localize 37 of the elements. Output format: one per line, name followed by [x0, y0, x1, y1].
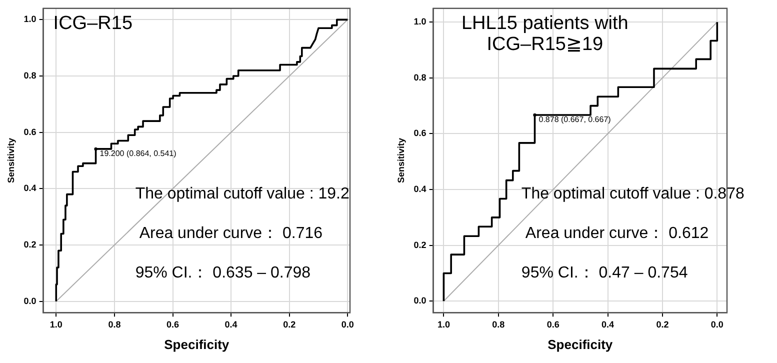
y-axis-title: Sensitivity [6, 138, 16, 184]
x-axis-title: Specificity [548, 336, 614, 352]
y-tick-label: 0.2 [24, 239, 36, 250]
annotation: 95% CI.： 0.47 – 0.754 [521, 264, 688, 282]
annotation: 0.878 (0.667, 0.667) [538, 115, 612, 124]
x-tick-label: 0.2 [656, 319, 669, 330]
y-tick-label: 0.0 [414, 296, 426, 306]
y-tick-label: 0.6 [24, 126, 36, 137]
x-tick-label: 0.4 [224, 319, 238, 330]
x-tick-label: 1.0 [437, 319, 450, 330]
annotation: 19.200 (0.864, 0.541) [100, 149, 177, 158]
annotation: 95% CI.： 0.635 – 0.798 [135, 264, 311, 282]
annotation: The optimal cutoff value : 19.2 [135, 185, 350, 202]
y-tick-label: 0.8 [24, 70, 36, 80]
annotation: Area under curve： 0.716 [139, 224, 323, 242]
y-tick-label: 0.2 [414, 240, 426, 250]
y-tick-label: 0.8 [414, 72, 426, 82]
x-tick-label: 0.6 [546, 319, 560, 330]
x-tick-label: 0.4 [602, 319, 614, 330]
y-tick-label: 0.6 [414, 128, 426, 138]
y-tick-label: 0.4 [414, 184, 426, 194]
x-axis-title: Specificity [164, 336, 230, 352]
x-tick-label: 0.0 [341, 319, 354, 330]
y-axis-title: Sensitivity [396, 138, 406, 184]
chart-title: ICG–R15 [53, 13, 133, 34]
x-tick-label: 1.0 [50, 319, 62, 330]
y-tick-label: 1.0 [414, 16, 426, 27]
y-tick-label: 0.0 [24, 296, 36, 306]
y-tick-label: 0.4 [24, 183, 36, 194]
x-tick-label: 0.0 [710, 319, 724, 330]
x-tick-label: 0.2 [283, 319, 296, 330]
x-tick-label: 0.8 [492, 319, 505, 330]
text: LHL15 patients with ICG–R15≧19 [461, 13, 628, 56]
y-tick-label: 1.0 [24, 14, 36, 24]
annotation: Area under curve： 0.612 [525, 224, 709, 242]
x-tick-label: 0.8 [108, 319, 121, 330]
x-tick-label: 0.6 [166, 319, 180, 330]
